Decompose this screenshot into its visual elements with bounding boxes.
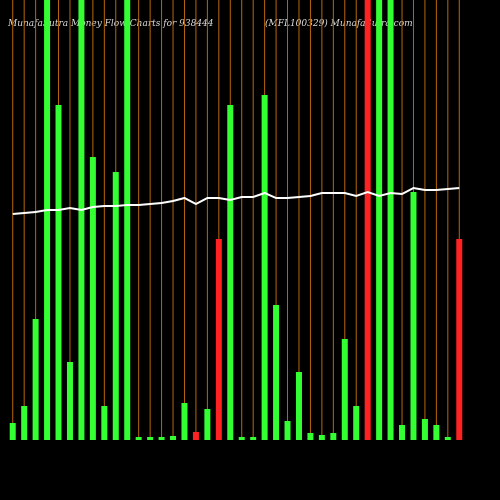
bar [341, 339, 348, 440]
bar [284, 421, 291, 440]
money-flow-line [12, 186, 460, 215]
bar [89, 157, 96, 440]
bar [124, 0, 131, 440]
bar [21, 406, 28, 440]
bar [364, 0, 371, 440]
bar [55, 105, 62, 440]
chart-subtitle: (MFL100329) MunafaSutra.com [265, 18, 413, 29]
bar [376, 0, 383, 440]
bar [410, 192, 417, 440]
chart-title: MunafaSutra Money Flow Charts for 938444 [7, 19, 214, 29]
bar [227, 105, 234, 440]
bar [101, 406, 108, 440]
bar [66, 362, 73, 440]
bar [456, 239, 463, 440]
bar [9, 423, 16, 440]
bar [295, 372, 302, 440]
bar [32, 319, 39, 440]
bar [399, 425, 406, 440]
bar [444, 437, 451, 440]
bar [421, 419, 428, 440]
bar [204, 409, 211, 440]
bar [181, 403, 188, 440]
bar [147, 437, 154, 440]
bar [387, 0, 394, 440]
bar [330, 433, 337, 440]
bar [261, 95, 268, 440]
bar [318, 435, 325, 440]
bar [158, 437, 165, 440]
bar [112, 172, 119, 440]
bar [238, 437, 245, 440]
bar [192, 432, 199, 440]
bar [215, 239, 222, 440]
bar [78, 0, 85, 440]
bar [170, 436, 177, 440]
bar [307, 433, 314, 440]
bar [273, 305, 280, 440]
bar [135, 437, 142, 440]
bar [250, 437, 257, 440]
bar [433, 425, 440, 440]
bar [44, 0, 51, 440]
bar [353, 406, 360, 440]
